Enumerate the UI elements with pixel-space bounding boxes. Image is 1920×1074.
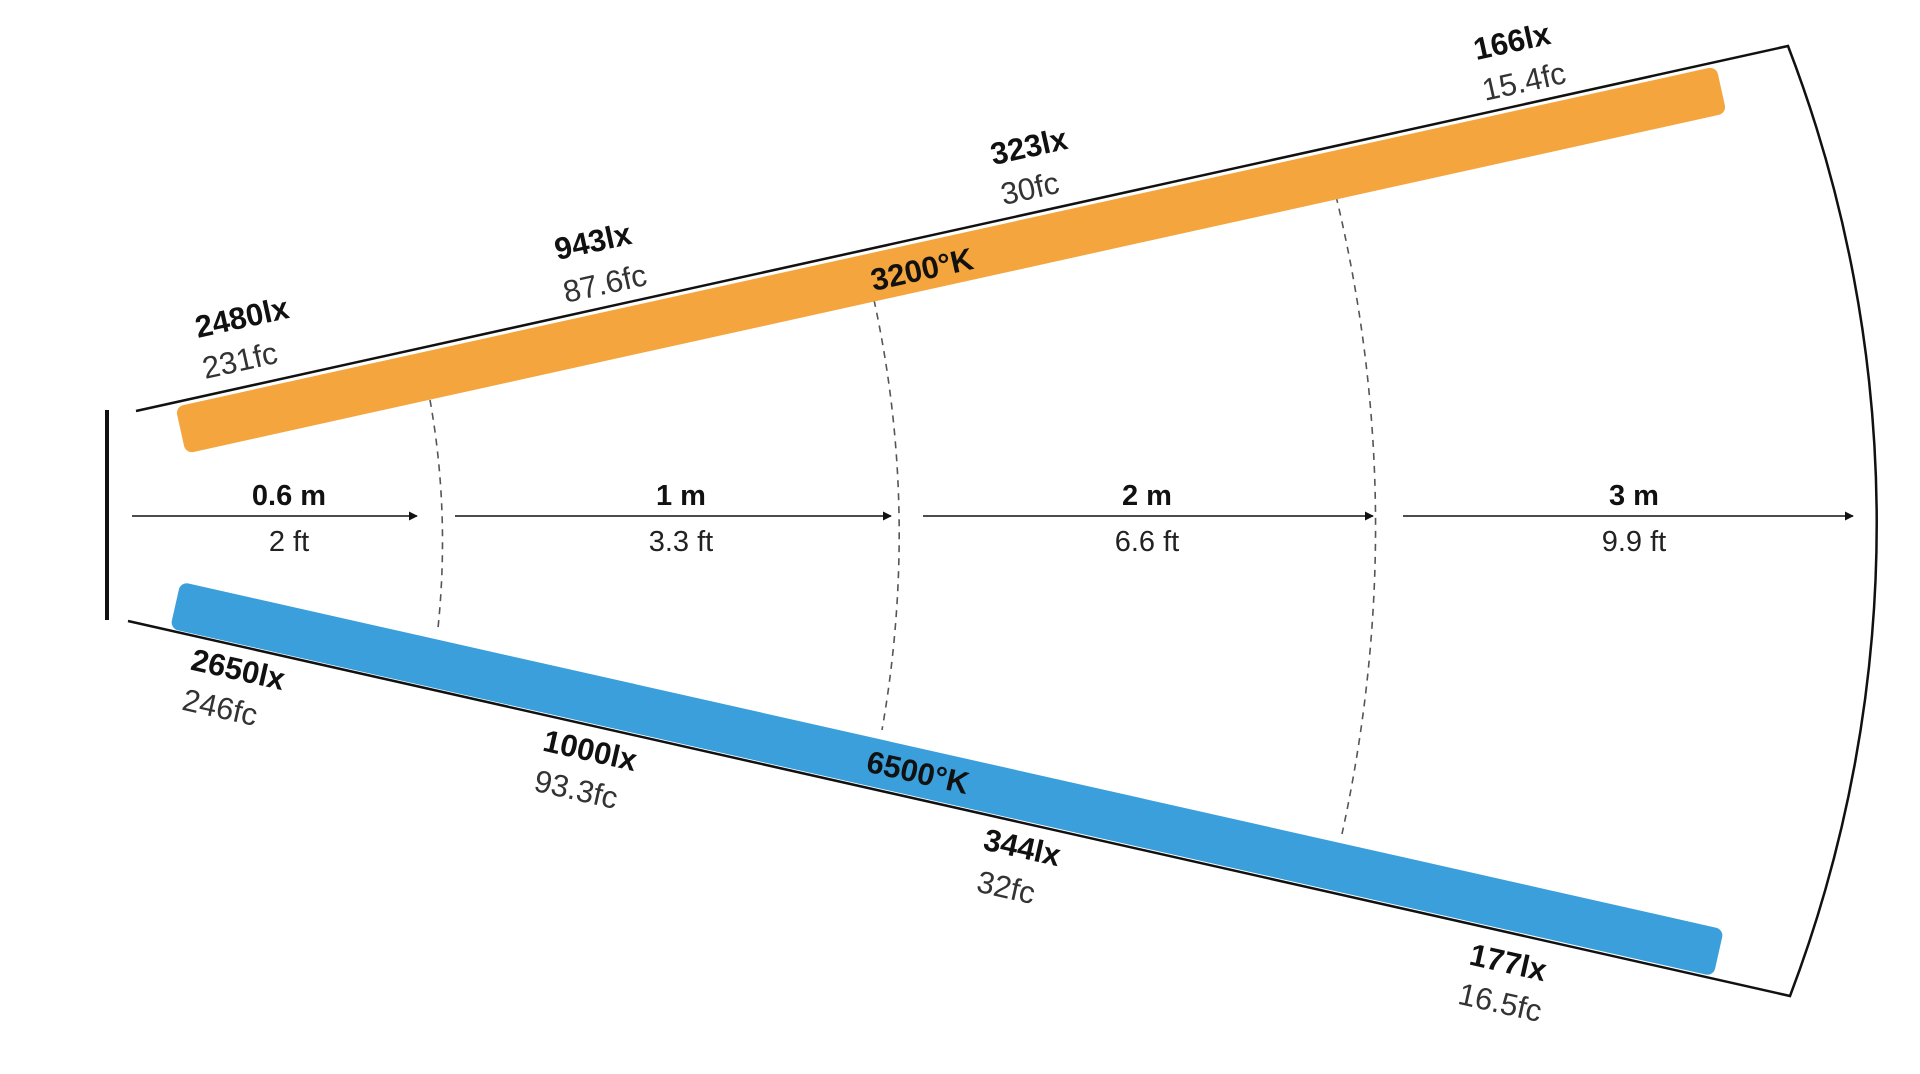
beam-outline [127, 44, 1878, 998]
distance-label-m: 0.6 m [252, 480, 326, 512]
warm-fc-reading: 87.6fc [560, 257, 650, 309]
warm-beam-bar [176, 67, 1726, 453]
cool-beam-bar [171, 583, 1723, 975]
distance-arc-0.6m [429, 399, 444, 629]
warm-fc-reading: 30fc [998, 165, 1063, 212]
warm-lux-reading: 2480lx [192, 290, 293, 345]
distance-label-ft: 3.3 ft [649, 526, 714, 558]
distance-label-m: 1 m [656, 480, 706, 512]
cool-fc-reading: 32fc [974, 864, 1039, 911]
distance-arc-1m [873, 299, 900, 731]
warm-lux-reading: 943lx [551, 216, 635, 267]
distance-label-ft: 6.6 ft [1115, 526, 1180, 558]
distance-arc-2m [1335, 195, 1377, 835]
warm-fc-reading: 231fc [199, 335, 281, 386]
distance-label-m: 2 m [1122, 480, 1172, 512]
distance-label-m: 3 m [1609, 480, 1659, 512]
distance-label-ft: 9.9 ft [1602, 526, 1667, 558]
distance-label-ft: 2 ft [269, 526, 309, 558]
warm-lux-reading: 323lx [987, 121, 1071, 172]
